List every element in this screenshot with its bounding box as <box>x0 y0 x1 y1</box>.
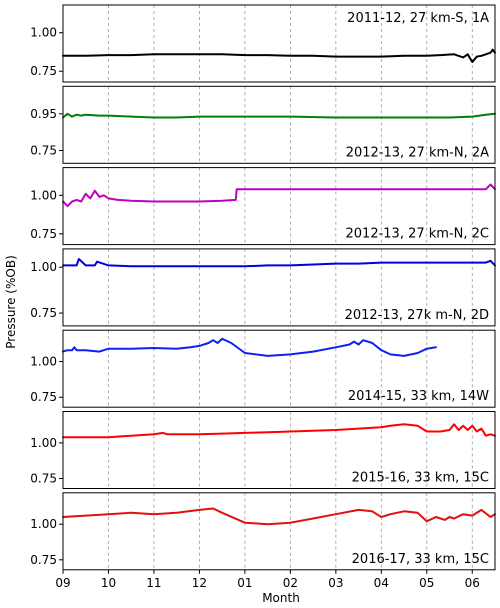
panel-frame <box>62 85 496 164</box>
panel-frame <box>62 248 496 327</box>
y-tick-label: 0.75 <box>30 143 57 157</box>
panel-3: 1.00 0.75 2012-13, 27 km-N, 2C <box>30 167 496 246</box>
x-axis-label: Month <box>262 591 300 605</box>
x-tick-label: 09 <box>55 576 70 590</box>
panel-label: 2016-17, 33 km, 15C <box>352 552 489 567</box>
x-tick-label: 10 <box>101 576 116 590</box>
panel-label: 2012-13, 27 km-N, 2A <box>346 145 489 160</box>
x-tick-label: 11 <box>146 576 161 590</box>
y-tick-label: 0.75 <box>30 472 57 486</box>
chart-panels: 1.00 0.75 2011-12, 27 km-S, 1A 0.95 0.75 2012… <box>30 4 496 571</box>
panel-label: 2011-12, 27 km-S, 1A <box>347 11 489 26</box>
panel-label: 2012-13, 27 km-N, 2C <box>346 227 489 242</box>
y-tick-label: 1.00 <box>30 26 57 40</box>
panel-7: 1.00 0.75 2016-17, 33 km, 15C <box>30 492 496 571</box>
x-tick-label: 01 <box>237 576 252 590</box>
y-tick-label: 0.75 <box>30 553 57 567</box>
y-axis-label: Pressure (%OB) <box>4 255 18 349</box>
y-tick-label: 1.00 <box>30 436 57 450</box>
panel-frame <box>62 329 496 408</box>
y-tick-label: 1.00 <box>30 517 57 531</box>
series-line <box>62 183 496 208</box>
y-tick-label: 0.75 <box>30 64 57 78</box>
panel-label: 2015-16, 33 km, 15C <box>352 471 489 486</box>
x-tick-label: 12 <box>192 576 207 590</box>
panel-label: 2012-13, 27k m-N, 2D <box>345 308 489 323</box>
x-tick-label: 05 <box>419 576 434 590</box>
panel-frame <box>62 4 496 83</box>
panel-6: 1.00 0.75 2015-16, 33 km, 15C <box>30 411 496 489</box>
panel-label: 2014-15, 33 km, 14W <box>348 389 489 404</box>
panel-frame <box>62 167 496 246</box>
panel-frame <box>62 411 496 489</box>
series-line <box>62 48 496 63</box>
y-tick-label: 1.00 <box>30 260 57 274</box>
x-tick-label: 04 <box>374 576 389 590</box>
panel-2: 0.95 0.75 2012-13, 27 km-N, 2A <box>30 85 496 164</box>
panel-frame <box>62 492 496 571</box>
panel-5: 1.00 0.75 2014-15, 33 km, 14W <box>30 329 496 408</box>
x-tick-label: 06 <box>465 576 480 590</box>
y-tick-label: 0.75 <box>30 306 57 320</box>
series-line <box>62 258 496 268</box>
series-line <box>62 112 496 119</box>
y-tick-label: 0.95 <box>30 107 57 121</box>
x-tick-label: 03 <box>328 576 343 590</box>
panel-4: 1.00 0.75 2012-13, 27k m-N, 2D <box>30 248 496 327</box>
x-axis-ticks: 09 10 11 12 01 02 03 04 05 06 <box>55 569 480 590</box>
y-tick-label: 1.00 <box>30 188 57 202</box>
series-line <box>62 507 496 526</box>
y-tick-label: 1.00 <box>30 355 57 369</box>
x-tick-label: 02 <box>283 576 298 590</box>
y-tick-label: 0.75 <box>30 390 57 404</box>
y-tick-label: 0.75 <box>30 227 57 241</box>
series-line <box>62 337 437 357</box>
series-line <box>62 423 496 439</box>
panel-1: 1.00 0.75 2011-12, 27 km-S, 1A <box>30 4 496 83</box>
